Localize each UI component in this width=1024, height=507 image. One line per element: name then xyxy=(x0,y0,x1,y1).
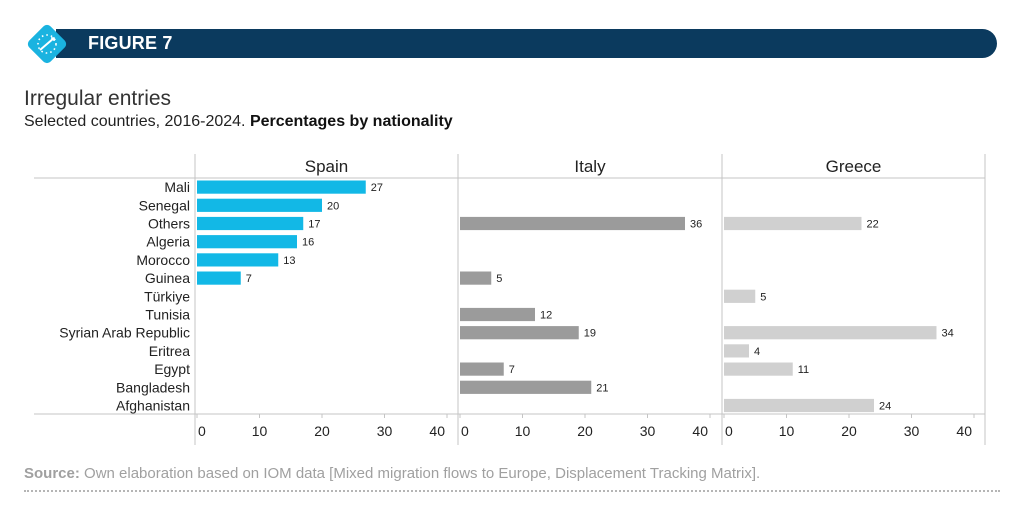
data-label-greece-egypt: 11 xyxy=(798,364,809,376)
x-tick-label-spain-20: 20 xyxy=(314,423,330,439)
bar-greece-egypt xyxy=(724,362,793,376)
data-label-italy-egypt: 7 xyxy=(509,364,515,376)
category-label-eritrea: Eritrea xyxy=(149,343,190,359)
category-label-tunisia: Tunisia xyxy=(145,307,190,323)
figure-banner xyxy=(56,29,997,58)
source-note: Source: Own elaboration based on IOM dat… xyxy=(24,465,760,482)
bar-italy-others xyxy=(460,216,685,231)
data-label-spain-guinea: 7 xyxy=(246,273,252,285)
category-label-others: Others xyxy=(148,216,190,232)
bar-greece-others xyxy=(724,216,862,231)
x-tick-label-spain-10: 10 xyxy=(252,423,268,439)
chart-title: Irregular entries xyxy=(24,87,172,110)
panel-title-greece: Greece xyxy=(826,157,882,176)
bar-greece-afghanistan xyxy=(724,398,874,413)
subtitle-regular: Selected countries, 2016-2024. xyxy=(24,113,250,130)
x-tick-label-greece-20: 20 xyxy=(841,423,857,439)
x-tick-label-greece-30: 30 xyxy=(904,423,920,439)
bar-italy-bangladesh xyxy=(460,380,592,394)
x-tick-label-spain-30: 30 xyxy=(377,423,393,439)
subtitle-bold: Percentages by nationality xyxy=(249,113,453,130)
bar-italy-syrian-arab-republic xyxy=(460,326,579,340)
data-label-spain-morocco: 13 xyxy=(283,255,295,267)
data-label-italy-syrian-arab-republic: 19 xyxy=(584,328,596,340)
bar-greece-syrian-arab-republic xyxy=(724,326,937,340)
x-tick-label-italy-20: 20 xyxy=(577,423,593,439)
x-tick-label-greece-40: 40 xyxy=(956,423,972,439)
data-label-greece-afghanistan: 24 xyxy=(879,401,891,413)
data-label-spain-others: 17 xyxy=(308,219,320,231)
data-label-greece-turkiye: 5 xyxy=(760,291,766,303)
data-label-spain-mali: 27 xyxy=(371,182,383,194)
data-label-spain-algeria: 16 xyxy=(302,237,314,249)
source-text: Own elaboration based on IOM data [Mixed… xyxy=(79,465,761,482)
data-label-greece-others: 22 xyxy=(867,219,879,231)
category-label-bangladesh: Bangladesh xyxy=(116,379,190,395)
x-tick-label-greece-0: 0 xyxy=(725,423,733,439)
x-tick-label-greece-10: 10 xyxy=(779,423,795,439)
chart-subtitle: Selected countries, 2016-2024. Percentag… xyxy=(24,113,453,131)
data-label-italy-bangladesh: 21 xyxy=(596,382,608,394)
figure-label: FIGURE 7 xyxy=(88,33,173,53)
eu-stars-logo-icon xyxy=(27,24,67,64)
bar-spain-mali xyxy=(197,180,366,194)
category-label-mali: Mali xyxy=(164,179,190,195)
bar-greece-turkiye xyxy=(724,289,756,303)
data-label-greece-syrian-arab-republic: 34 xyxy=(942,328,954,340)
category-label-afghanistan: Afghanistan xyxy=(116,398,190,414)
x-tick-label-italy-10: 10 xyxy=(515,423,531,439)
bar-italy-tunisia xyxy=(460,307,535,322)
source-label: Source: xyxy=(24,465,80,482)
panel-title-italy: Italy xyxy=(574,157,606,176)
data-label-spain-senegal: 20 xyxy=(327,200,339,212)
dotted-divider xyxy=(24,490,1000,492)
bar-italy-guinea xyxy=(460,271,492,285)
x-tick-label-spain-40: 40 xyxy=(429,423,445,439)
x-tick-label-spain-0: 0 xyxy=(198,423,206,439)
data-label-greece-eritrea: 4 xyxy=(754,346,760,358)
category-label-guinea: Guinea xyxy=(145,270,190,286)
bar-spain-guinea xyxy=(197,271,241,285)
data-label-italy-others: 36 xyxy=(690,219,702,231)
bar-spain-others xyxy=(197,216,304,231)
category-label-senegal: Senegal xyxy=(139,197,190,213)
bar-chart: Mali Senegal Others Algeria Morocco Guinea Tür… xyxy=(34,154,986,445)
bar-italy-egypt xyxy=(460,362,504,376)
category-label-egypt: Egypt xyxy=(154,361,190,377)
bar-spain-senegal xyxy=(197,198,322,212)
bar-spain-morocco xyxy=(197,253,279,267)
panel-title-spain: Spain xyxy=(305,157,348,176)
bar-spain-algeria xyxy=(197,235,297,249)
x-tick-label-italy-0: 0 xyxy=(461,423,469,439)
data-label-italy-guinea: 5 xyxy=(496,273,502,285)
x-tick-label-italy-30: 30 xyxy=(640,423,656,439)
x-tick-label-italy-40: 40 xyxy=(692,423,708,439)
data-label-italy-tunisia: 12 xyxy=(540,310,552,322)
bar-greece-eritrea xyxy=(724,344,749,358)
category-label-morocco: Morocco xyxy=(136,252,190,268)
category-label-turkiye: Türkiye xyxy=(144,288,190,304)
category-label-syrian-arab-republic: Syrian Arab Republic xyxy=(59,325,190,341)
category-label-algeria: Algeria xyxy=(146,234,190,250)
